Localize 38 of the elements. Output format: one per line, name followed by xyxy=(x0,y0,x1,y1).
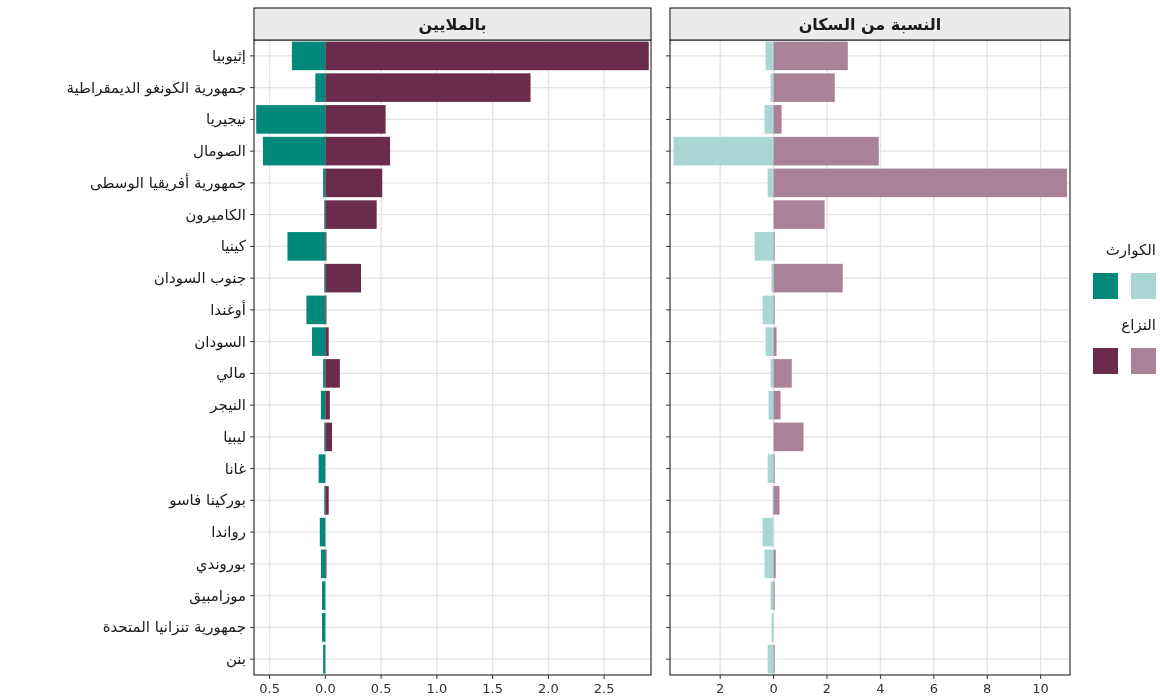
y-tick-label: جنوب السودان xyxy=(153,269,246,288)
x-tick-label: 1.0 xyxy=(426,681,448,696)
y-tick-label: إثيوبيا xyxy=(212,46,246,65)
y-tick-label: بوروندي xyxy=(195,554,246,574)
x-tick-label: 2.0 xyxy=(538,681,559,696)
chart-title: النسبة من السكان xyxy=(798,15,942,34)
x-tick-label: 8 xyxy=(983,681,992,696)
x-tick-label: 1.5 xyxy=(482,681,503,696)
y-tick-label: كينيا xyxy=(220,237,247,256)
y-tick-label: بوركينا فاسو xyxy=(168,491,246,510)
y-tick-label: ليبيا xyxy=(223,427,246,446)
y-tick-label: موزامبيق xyxy=(189,586,246,605)
x-tick-label: 2 xyxy=(716,681,725,696)
y-tick-label: جمهورية تنزانيا المتحدة xyxy=(102,618,246,637)
x-tick-label: 2 xyxy=(822,681,832,696)
x-tick-label: 6 xyxy=(929,681,938,696)
y-tick-label: جمهورية الكونغو الديمقراطية xyxy=(66,78,246,97)
y-tick-label: أوغندا xyxy=(210,299,246,319)
text: النزاع xyxy=(1121,316,1156,334)
y-tick-label: الصومال xyxy=(193,142,246,161)
y-tick-label: نيجيريا xyxy=(206,110,246,129)
y-tick-label: السودان xyxy=(194,332,246,351)
x-tick-label: 0.0 xyxy=(315,681,336,696)
text: الكوارث xyxy=(1105,241,1156,259)
chart-title: بالملايين xyxy=(418,15,487,34)
x-tick-label: 0 xyxy=(769,681,778,696)
x-tick-label: 2.5 xyxy=(593,681,615,696)
y-tick-label: بنن xyxy=(225,650,246,669)
x-tick-label: 4 xyxy=(876,681,885,696)
y-tick-label: جمهورية أفريقيا الوسطى xyxy=(90,172,246,192)
x-tick-label: 10 xyxy=(1032,681,1049,696)
x-tick-label: 0.5 xyxy=(370,681,392,696)
y-tick-label: غانا xyxy=(224,459,247,478)
y-tick-label: رواندا xyxy=(211,523,246,542)
y-tick-label: النيجر xyxy=(209,396,246,415)
y-tick-label: الكاميرون xyxy=(185,205,246,224)
x-tick-label: 0.5 xyxy=(259,681,280,696)
y-tick-label: مالي xyxy=(216,364,246,384)
